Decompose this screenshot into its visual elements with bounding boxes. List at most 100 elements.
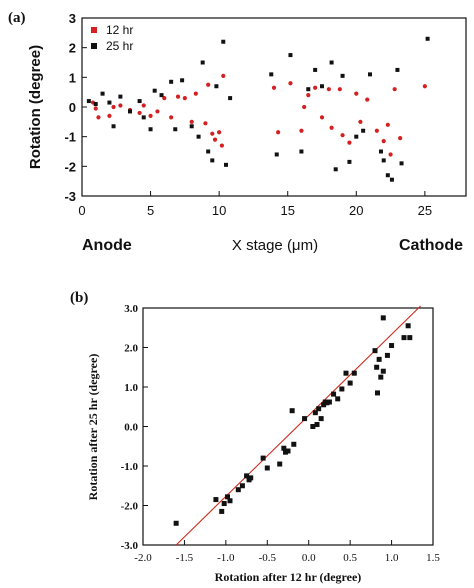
point-correlation [380, 315, 386, 321]
point-12hr [288, 81, 293, 86]
legend-swatch-12hr [91, 27, 97, 33]
point-correlation [302, 416, 308, 422]
point-25hr [180, 78, 185, 83]
point-correlation [335, 396, 341, 402]
point-12hr [422, 84, 427, 89]
point-12hr [111, 104, 116, 110]
point-correlation [260, 455, 266, 461]
point-25hr [137, 99, 142, 104]
point-12hr [392, 87, 397, 92]
point-12hr [148, 113, 153, 118]
x-tick-label: 1.5 [426, 552, 440, 564]
point-12hr [337, 87, 342, 92]
x-tick-label: 1.0 [385, 552, 399, 564]
point-12hr [302, 104, 307, 110]
point-correlation [173, 520, 179, 526]
point-correlation [285, 448, 291, 454]
x-tick-label: 10 [212, 203, 226, 218]
point-25hr [148, 127, 153, 132]
point-25hr [206, 149, 211, 154]
point-12hr [96, 115, 101, 120]
point-25hr [269, 72, 274, 77]
point-12hr [155, 109, 160, 114]
panel-a-data-points [86, 36, 430, 182]
point-correlation [339, 386, 345, 392]
point-12hr [137, 110, 142, 116]
point-correlation [235, 487, 241, 493]
point-25hr [189, 124, 194, 129]
point-25hr [395, 67, 400, 72]
panel-b: (b) -3.0-2.0-1.00.01.02.03.0 -2.0 -1.5 -1.… [70, 290, 440, 584]
point-correlation [376, 356, 382, 362]
point-correlation [378, 374, 384, 380]
panel-b-y-axis: -3.0 -2.0 -1.0 0.0 1.0 2.0 3.0 [121, 303, 148, 552]
point-correlation [372, 348, 378, 354]
point-12hr [306, 93, 311, 98]
panel-b-data-points [173, 315, 413, 526]
anode-label: Anode [82, 237, 132, 254]
point-25hr [306, 87, 311, 92]
point-25hr [118, 94, 123, 99]
point-25hr [210, 158, 215, 163]
point-correlation [314, 422, 320, 428]
point-25hr [389, 177, 394, 182]
legend-label-12hr: 12 hr [106, 23, 133, 37]
point-12hr [398, 136, 403, 141]
point-correlation [384, 352, 390, 358]
point-12hr [329, 125, 334, 130]
point-25hr [329, 60, 334, 65]
point-25hr [368, 72, 372, 77]
x-tick-label: -0.5 [259, 552, 277, 564]
point-25hr [86, 99, 91, 104]
point-25hr [425, 36, 430, 41]
point-correlation [239, 483, 245, 489]
point-correlation [248, 475, 254, 481]
point-25hr [214, 84, 219, 89]
point-25hr [141, 115, 146, 120]
point-correlation [281, 445, 287, 451]
point-25hr [128, 109, 132, 114]
y-tick-label: 2.0 [124, 343, 138, 355]
y-tick-label: -2 [64, 159, 76, 174]
point-25hr [381, 158, 386, 163]
y-tick-label: 3.0 [124, 303, 138, 315]
point-correlation [227, 498, 233, 504]
point-correlation [326, 399, 332, 405]
point-25hr [111, 124, 116, 129]
point-12hr [365, 97, 370, 102]
point-12hr [193, 91, 198, 96]
point-25hr [385, 173, 390, 178]
point-correlation [244, 473, 250, 479]
x-tick-label: 15 [280, 203, 294, 218]
point-12hr [219, 143, 224, 148]
point-12hr [374, 128, 379, 133]
point-12hr [381, 139, 386, 144]
point-correlation [225, 494, 231, 500]
point-12hr [319, 115, 325, 120]
cathode-label: Cathode [399, 237, 463, 254]
point-correlation [312, 410, 318, 416]
y-tick-label: 2 [69, 41, 76, 56]
point-25hr [378, 149, 383, 154]
point-12hr [93, 106, 98, 111]
point-12hr [276, 130, 281, 135]
point-12hr [141, 103, 146, 108]
legend-label-25hr: 25 hr [106, 39, 133, 53]
point-12hr [326, 87, 331, 92]
x-tick-label: 25 [418, 203, 432, 218]
point-25hr [399, 161, 404, 166]
point-12hr [189, 119, 194, 124]
point-correlation [321, 402, 327, 408]
panel-a-label: (a) [8, 10, 26, 26]
point-correlation [277, 461, 283, 467]
y-tick-label: -1.0 [121, 461, 139, 473]
y-tick-label: 0.0 [124, 422, 138, 434]
point-12hr [212, 137, 218, 142]
panel-a: (a) -3 -2 -1 0 1 2 3 0 5 10 15 20 25 12 hr 25 hr Ro… [8, 10, 467, 254]
point-correlation [316, 406, 322, 412]
x-tick-label: -1.0 [217, 552, 235, 564]
point-correlation [213, 497, 219, 503]
y-tick-label: 1 [69, 70, 76, 85]
y-tick-label: -3 [64, 189, 76, 204]
x-tick-label: -2.0 [134, 552, 152, 564]
